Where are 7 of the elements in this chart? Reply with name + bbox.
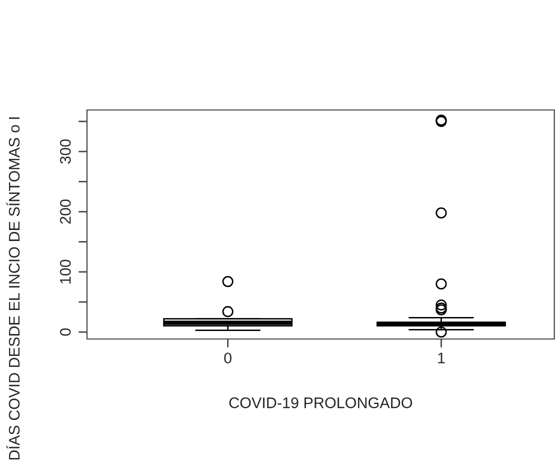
y-tick-label: 100 [60,260,71,284]
x-tick-label: 1 [438,352,445,364]
x-axis-title: COVID-19 PROLONGADO [229,397,412,408]
y-tick-label: 0 [60,328,71,336]
y-axis-title: DÍAS COVID DESDE EL INCIO DE SÍNTOMAS o I [6,117,20,460]
y-tick-label: 200 [60,200,71,224]
y-tick-label: 300 [60,139,71,164]
